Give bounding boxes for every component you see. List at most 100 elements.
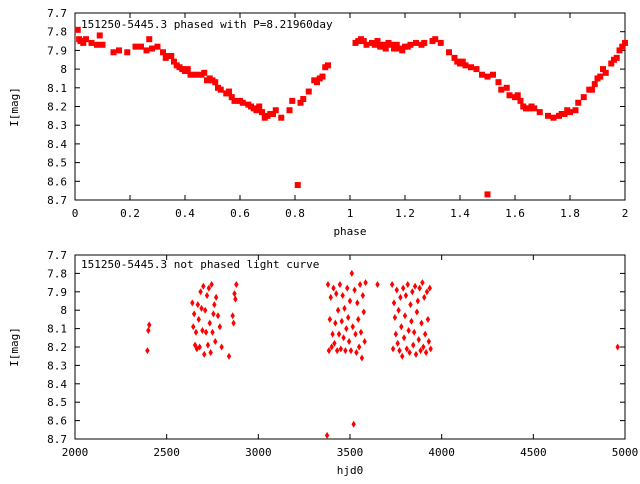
- data-point: [395, 339, 400, 347]
- data-point: [204, 291, 210, 299]
- data-point: [416, 336, 421, 344]
- data-point: [231, 97, 238, 104]
- x-tick-label: 4500: [520, 446, 547, 459]
- data-point: [437, 39, 444, 46]
- data-point: [343, 347, 348, 355]
- data-point: [382, 45, 389, 52]
- data-point: [286, 107, 293, 114]
- y-tick-label: 8.1: [47, 82, 67, 95]
- phased-light-curve-panel: 7.77.87.988.18.28.38.48.58.68.7 0 0.2 0.4 0…: [8, 7, 628, 238]
- data-point: [305, 88, 312, 95]
- data-point: [410, 288, 415, 296]
- data-point: [199, 304, 204, 312]
- data-point: [259, 109, 265, 116]
- data-point: [74, 26, 81, 33]
- data-point: [230, 312, 235, 320]
- data-point: [143, 47, 150, 54]
- data-point: [124, 49, 131, 56]
- x-tick-label: 5000: [612, 446, 639, 459]
- data-point: [331, 284, 336, 292]
- x-tick-label: 0.4: [175, 207, 195, 220]
- data-point: [300, 96, 307, 103]
- data-point: [226, 352, 232, 360]
- data-point: [208, 349, 213, 357]
- data-point: [495, 79, 502, 86]
- data-point: [332, 339, 337, 347]
- data-point: [362, 337, 367, 345]
- data-point: [340, 291, 345, 299]
- data-point: [400, 352, 405, 360]
- x-tick-label: 1.6: [505, 207, 525, 220]
- data-point: [402, 312, 408, 320]
- data-point: [462, 62, 469, 69]
- data-point: [545, 112, 551, 119]
- data-point: [228, 94, 235, 101]
- data-point: [334, 347, 340, 355]
- data-point: [341, 334, 346, 342]
- data-point: [371, 41, 378, 48]
- data-points: [74, 26, 628, 198]
- data-point: [619, 43, 626, 50]
- y-tick-label: 8.3: [47, 119, 67, 132]
- data-point: [354, 349, 359, 357]
- data-point: [424, 288, 430, 296]
- data-point: [550, 114, 557, 121]
- data-point: [392, 314, 398, 322]
- data-point: [363, 279, 368, 287]
- data-point: [427, 284, 432, 292]
- data-point: [149, 45, 155, 52]
- y-tick-label: 7.8: [47, 26, 67, 39]
- data-point: [239, 99, 246, 106]
- data-point: [226, 88, 232, 95]
- data-point: [168, 53, 175, 60]
- data-point: [327, 315, 333, 323]
- data-point: [207, 319, 212, 327]
- data-point: [422, 330, 428, 338]
- data-point: [426, 337, 432, 345]
- data-point: [425, 315, 431, 323]
- data-point: [324, 431, 330, 439]
- data-point: [336, 330, 342, 338]
- data-point: [393, 41, 400, 48]
- data-point: [116, 47, 122, 54]
- data-point: [591, 81, 598, 88]
- data-point: [297, 99, 304, 106]
- data-point: [405, 280, 410, 288]
- data-point: [401, 334, 407, 342]
- data-point: [201, 69, 208, 76]
- data-point: [608, 60, 615, 67]
- x-axis-label: phase: [333, 225, 366, 238]
- data-point: [272, 107, 279, 114]
- data-point: [213, 337, 218, 345]
- x-tick-label: 0.8: [285, 207, 305, 220]
- data-point: [616, 47, 623, 54]
- data-point: [99, 41, 106, 48]
- data-point: [210, 328, 215, 336]
- data-point: [233, 295, 238, 303]
- data-point: [231, 319, 236, 327]
- y-tick-label: 7.9: [47, 44, 67, 57]
- data-point: [602, 69, 609, 76]
- data-point: [355, 299, 360, 307]
- data-point: [351, 420, 356, 428]
- data-point: [391, 45, 397, 52]
- y-tick-label: 8.6: [47, 175, 67, 188]
- data-point: [408, 301, 413, 309]
- x-tick-label: 3500: [337, 446, 364, 459]
- data-points: [145, 269, 620, 439]
- data-point: [147, 321, 152, 329]
- data-point: [393, 330, 399, 338]
- data-point: [326, 347, 332, 355]
- y-tick-label: 8.4: [47, 138, 67, 151]
- x-tick-label: 0.2: [120, 207, 140, 220]
- data-point: [400, 284, 406, 292]
- data-point: [193, 71, 199, 78]
- data-point: [213, 293, 219, 301]
- data-point: [195, 301, 201, 309]
- data-point: [184, 66, 191, 73]
- y-tick-label: 7.7: [47, 249, 67, 262]
- data-point: [330, 330, 335, 338]
- x-tick-label: 2500: [153, 446, 180, 459]
- data-point: [356, 315, 361, 323]
